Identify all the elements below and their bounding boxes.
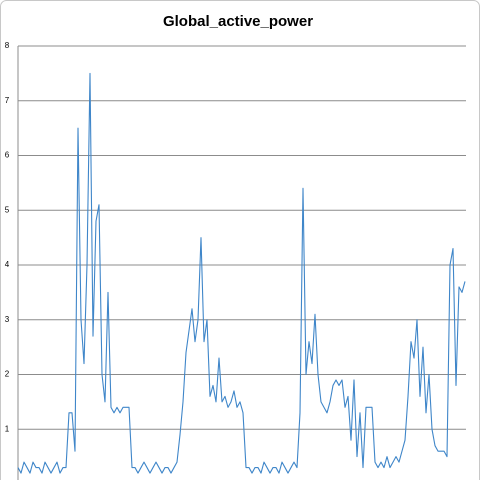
y-tick-label: 3 bbox=[5, 315, 10, 324]
data-line bbox=[17, 72, 466, 474]
chart-title: Global_active_power bbox=[163, 13, 313, 30]
y-tick-label: 7 bbox=[5, 96, 10, 105]
y-tick-label: 6 bbox=[5, 151, 10, 160]
y-tick-label: 1 bbox=[5, 424, 10, 433]
y-tick-label: 5 bbox=[5, 205, 10, 214]
y-tick-label: 2 bbox=[5, 370, 10, 379]
y-tick-label: 8 bbox=[5, 41, 10, 50]
y-tick-label: 4 bbox=[5, 260, 10, 269]
